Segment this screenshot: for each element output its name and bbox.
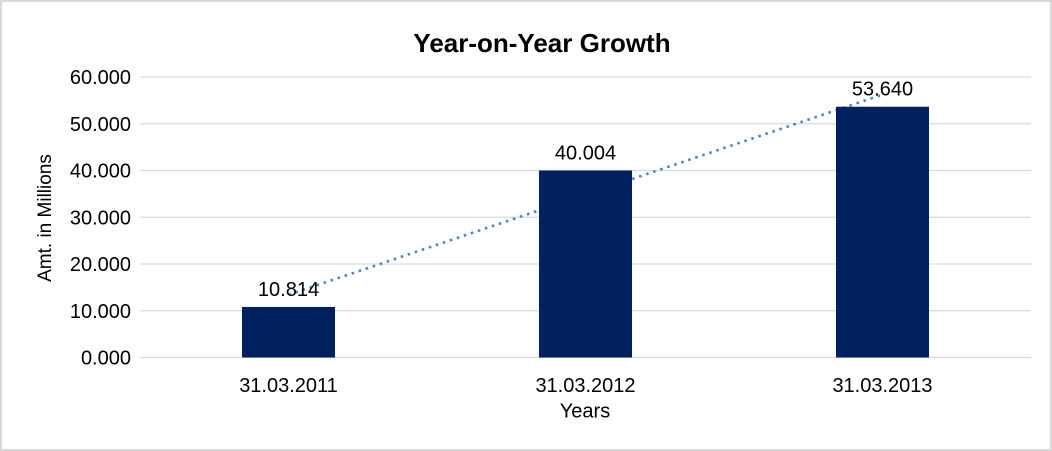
bar-value-label: 53.640 — [852, 79, 913, 101]
chart-title: Year-on-Year Growth — [413, 28, 671, 58]
x-category-label: 31.03.2012 — [535, 375, 635, 397]
y-tick-label: 60.000 — [70, 67, 131, 89]
y-tick-label: 20.000 — [70, 254, 131, 276]
y-tick-label: 40.000 — [70, 161, 131, 183]
y-tick-label: 10.000 — [70, 301, 131, 323]
x-category-label: 31.03.2011 — [239, 375, 338, 397]
bar-value-label: 10.814 — [258, 279, 319, 301]
trendline — [288, 93, 883, 297]
y-tick-label: 0.000 — [81, 348, 131, 370]
bar-value-label: 40.004 — [555, 142, 616, 164]
x-category-label: 31.03.2013 — [832, 375, 932, 397]
bar — [836, 106, 929, 358]
bar — [242, 306, 335, 358]
y-tick-label: 50.000 — [70, 114, 131, 136]
x-axis-title: Years — [559, 400, 611, 423]
bar — [539, 170, 632, 358]
y-tick-label: 30.000 — [70, 207, 131, 229]
